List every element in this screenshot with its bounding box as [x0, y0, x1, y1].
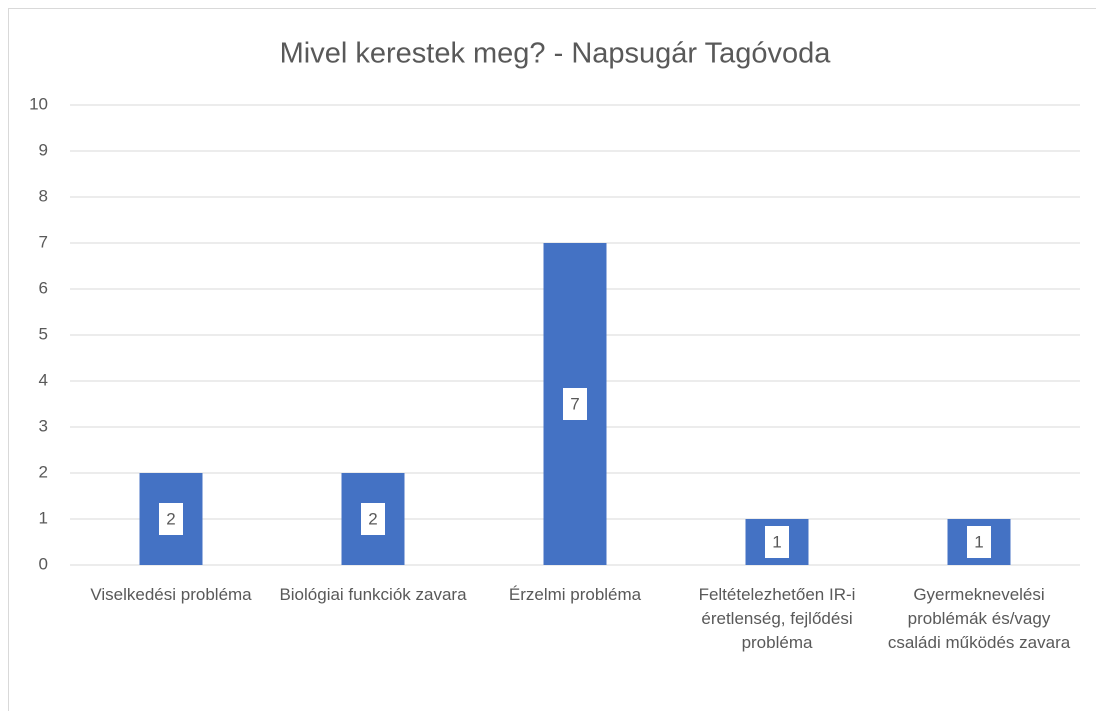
y-tick-label: 6 — [39, 278, 48, 297]
data-label: 2 — [166, 509, 175, 528]
y-tick-label: 0 — [39, 554, 48, 573]
x-tick-label: Biológiai funkciók zavara — [279, 585, 467, 604]
data-label: 2 — [368, 509, 377, 528]
y-tick-label: 4 — [39, 370, 48, 389]
data-label: 1 — [974, 532, 983, 551]
y-tick-label: 7 — [39, 232, 48, 251]
y-tick-label: 9 — [39, 140, 48, 159]
y-tick-label: 3 — [39, 416, 48, 435]
chart-border — [8, 8, 1096, 711]
data-label-box — [563, 388, 587, 420]
x-tick-label: Érzelmi probléma — [508, 585, 642, 604]
y-tick-label: 2 — [39, 462, 48, 481]
chart-title: Mivel kerestek meg? - Napsugár Tagóvoda — [280, 38, 832, 70]
y-tick-label: 1 — [39, 508, 48, 527]
data-label-box — [967, 526, 991, 558]
data-label: 7 — [570, 394, 579, 413]
x-tick-label: Gyermeknevelési problémák és/vagy család… — [887, 585, 1071, 652]
data-label: 1 — [772, 532, 781, 551]
x-tick-label: Viselkedési probléma — [90, 585, 252, 604]
data-label-box — [361, 503, 385, 535]
data-label-box — [765, 526, 789, 558]
y-tick-label: 8 — [39, 186, 48, 205]
data-label-box — [159, 503, 183, 535]
y-tick-label: 5 — [39, 324, 48, 343]
x-tick-label: Feltételezhetően IR-i éretlenség, fejlőd… — [698, 585, 856, 652]
y-tick-label: 10 — [29, 94, 48, 113]
